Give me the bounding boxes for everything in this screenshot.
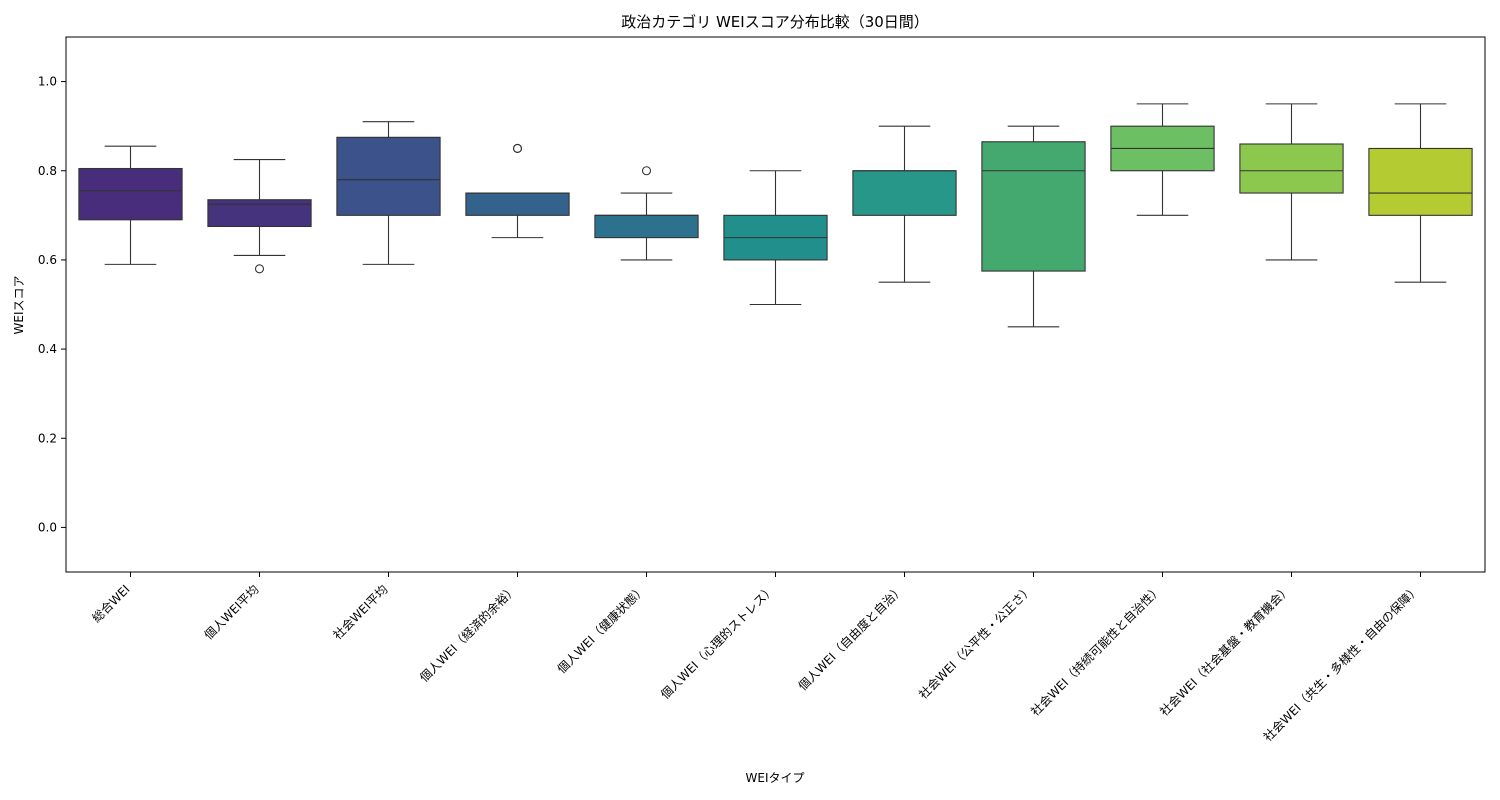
box-iqr [852,170,957,216]
plot-frame [65,36,1486,573]
outlier-point [254,264,265,274]
y-tick-label: 1.0 [38,75,57,89]
x-tick-label: 社会WEI（持続可能性と自治性） [1027,582,1164,719]
x-tick-label: 個人WEI（心理的ストレス） [657,582,777,702]
x-tick-label: 個人WEI（健康状態） [554,582,649,677]
y-axis-label: WEIスコア [12,276,26,335]
x-tick-label: 社会WEI（社会基盤・教育機会） [1156,582,1293,719]
box-iqr [78,167,183,221]
chart-title: 政治カテゴリ WEIスコア分布比較（30日間） [621,13,929,31]
y-tick-label: 0.4 [38,342,57,356]
y-tick-label: 0.6 [38,253,57,267]
y-tick-label: 0.0 [38,520,57,534]
box-iqr [981,141,1086,272]
box-iqr [336,136,441,216]
x-tick-label: 社会WEI（公平性・公正さ） [915,582,1035,702]
box-iqr [594,214,699,239]
x-tick-label: 社会WEI（共生・多様性・自由の保障） [1260,582,1423,745]
outlier-point [512,143,523,154]
outlier-point [641,166,652,176]
x-tick-label: 個人WEI平均 [202,582,262,642]
x-tick-label: 総合WEI [89,582,133,626]
x-tick-label: 個人WEI（経済的余裕） [416,582,519,685]
box-iqr [1239,143,1344,194]
x-axis-label: WEIタイプ [746,771,805,785]
x-tick-label: 社会WEI平均 [330,582,391,643]
box-iqr [1368,147,1473,216]
y-tick-label: 0.2 [38,431,57,445]
box-iqr [465,192,570,216]
y-tick-label: 0.8 [38,164,57,178]
x-tick-label: 個人WEI（自由度と自治） [795,582,907,694]
